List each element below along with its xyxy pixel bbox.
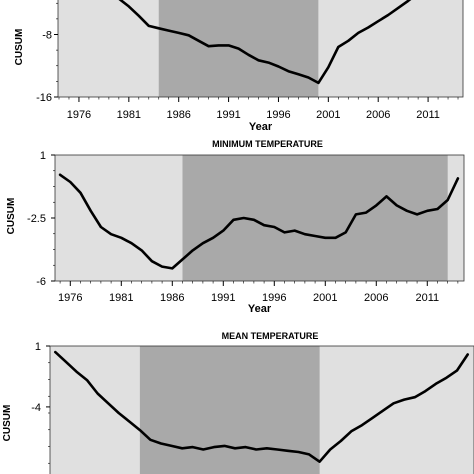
plot-area [50,346,474,474]
series-line [54,350,469,463]
x-tick-label: 1991 [211,292,235,304]
panel-title: MINIMUM TEMPERATURE [212,139,323,149]
x-tick-label: 1986 [166,109,190,121]
y-axis-title: CUSUM [14,29,25,66]
x-tick-label: 2011 [415,292,439,304]
plot-area [55,155,464,281]
y-tick-label: -6 [36,276,46,288]
y-tick-label: -2.5 [27,213,46,225]
x-tick-label: 1976 [58,292,82,304]
plot-area [58,0,463,97]
x-tick-label: 2006 [366,109,390,121]
x-tick-label: 1996 [262,292,286,304]
y-tick-label: -4 [31,402,41,414]
panel-1: -8 -16 CUSUM 1976 1981 1986 1991 1996 2001 2006 20… [14,0,464,133]
x-tick-label: 1981 [117,109,141,121]
y-tick-label: 1 [40,150,46,162]
series-line [58,173,460,270]
x-tick-label: 1996 [266,109,290,121]
y-tick-label: -8 [42,30,52,42]
series-line [118,0,412,85]
x-tick-label: 2006 [364,292,388,304]
x-tick-label: 2001 [316,109,340,121]
y-tick-label: -16 [36,92,52,104]
x-axis-title: Year [249,121,273,133]
panel-2: 1 -2.5 -6 CUSUM 1976 1981 1986 1991 1996 2001 2006… [6,139,465,315]
x-axis-title: Year [248,303,272,315]
shaded-period [182,155,448,281]
y-tick-label: 1 [35,341,41,353]
panel-title: MEAN TEMPERATURE [222,331,319,341]
panel-3: 1 -4 CUSUM MEAN TEMPERATURE [2,331,474,474]
x-tick-label: 1981 [109,292,133,304]
x-tick-label: 1976 [67,109,91,121]
x-tick-label: 1991 [216,109,240,121]
shaded-period [139,346,320,474]
x-tick-label: 2011 [416,109,440,121]
y-axis-title: CUSUM [2,405,13,442]
x-tick-label: 1986 [160,292,184,304]
x-tick-label: 2001 [313,292,337,304]
y-axis-title: CUSUM [6,198,17,235]
